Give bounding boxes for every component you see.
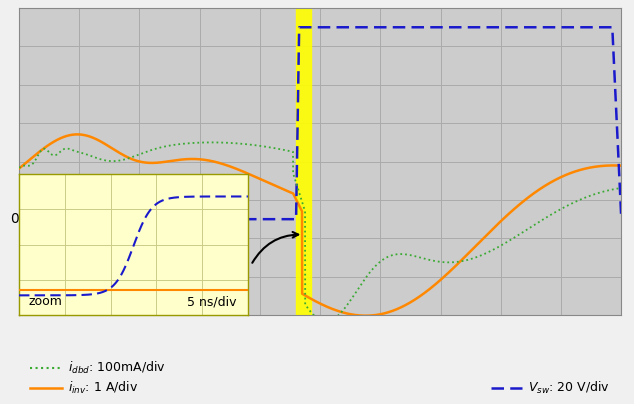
Text: 0: 0	[10, 212, 18, 226]
Bar	[296, 8, 311, 315]
Legend: $\mathit{V}_{sw}$: 20 V/div: $\mathit{V}_{sw}$: 20 V/div	[486, 375, 615, 401]
